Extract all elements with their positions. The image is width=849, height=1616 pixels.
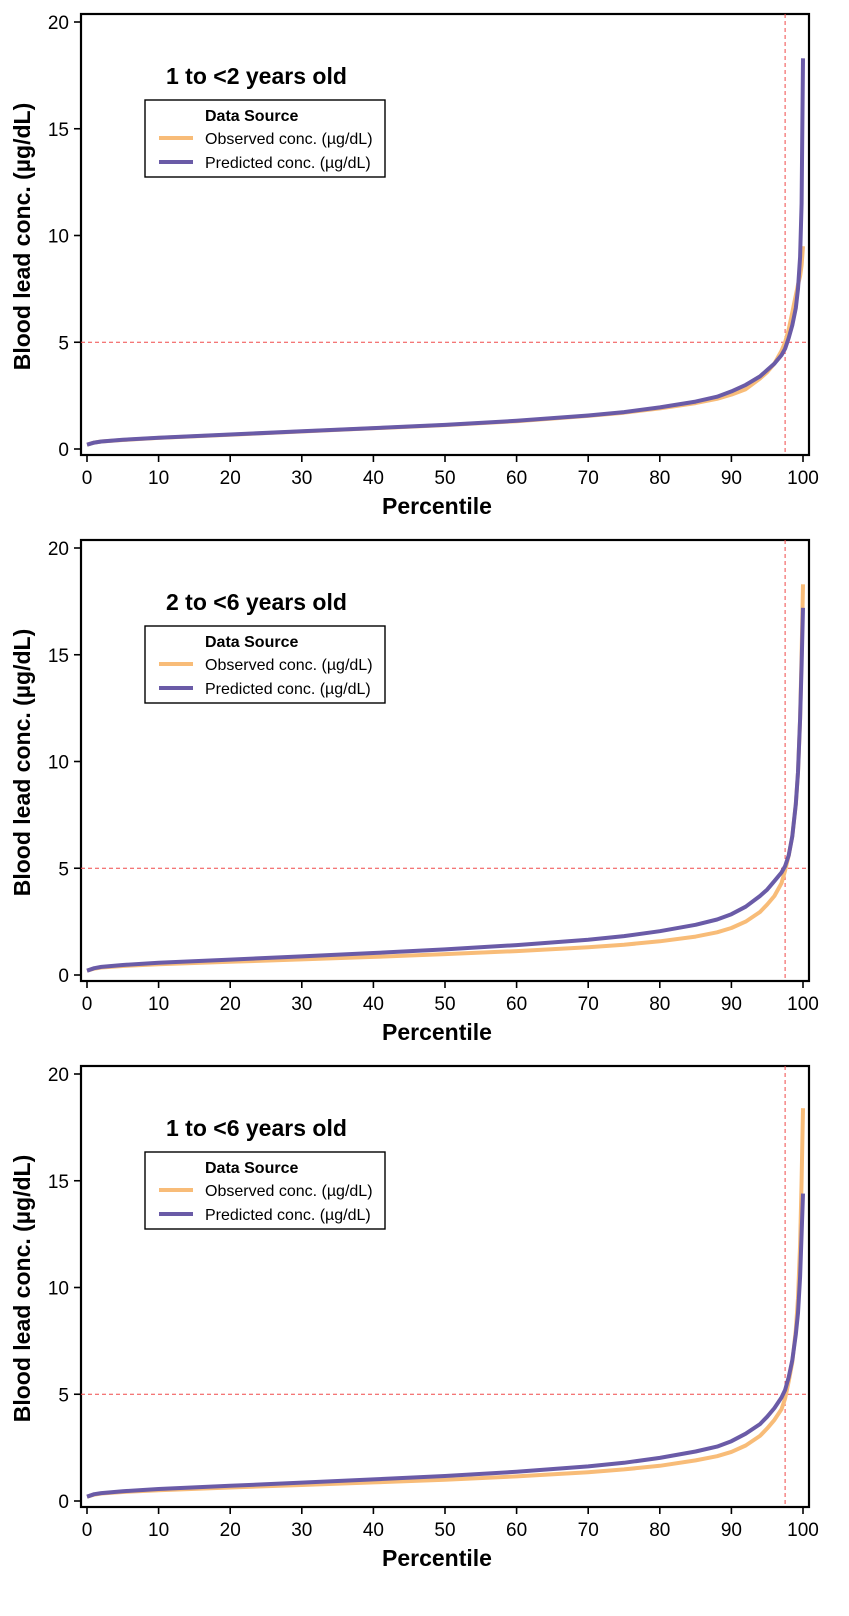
y-tick-label: 15 — [48, 120, 69, 141]
x-tick-label: 90 — [721, 1520, 742, 1541]
y-tick-label: 0 — [58, 440, 69, 461]
x-axis-label: Percentile — [382, 1545, 492, 1571]
y-tick-label: 10 — [48, 1279, 69, 1300]
x-tick-label: 60 — [506, 468, 527, 489]
chart-title: 2 to <6 years old — [166, 589, 347, 615]
legend-entry-label: Observed conc. (µg/dL) — [205, 657, 373, 674]
x-tick-label: 70 — [578, 994, 599, 1015]
observed-series-line — [86, 246, 805, 447]
legend-entry-label: Predicted conc. (µg/dL) — [205, 1207, 371, 1224]
chart-title: 1 to <6 years old — [166, 1115, 347, 1141]
y-tick-label: 0 — [58, 1492, 69, 1513]
x-tick-label: 20 — [220, 468, 241, 489]
x-tick-label: 90 — [721, 994, 742, 1015]
x-tick-label: 0 — [82, 1520, 93, 1541]
y-axis-label: Blood lead conc. (µg/dL) — [9, 629, 35, 897]
x-tick-label: 50 — [434, 1520, 455, 1541]
legend-title: Data Source — [205, 108, 298, 125]
y-tick-label: 20 — [48, 1065, 69, 1086]
x-tick-label: 80 — [649, 994, 670, 1015]
x-tick-label: 100 — [787, 468, 819, 489]
y-tick-label: 20 — [48, 539, 69, 560]
chart-title: 1 to <2 years old — [166, 63, 347, 89]
predicted-series-line — [86, 607, 805, 973]
x-tick-label: 40 — [363, 1520, 384, 1541]
y-axis-label: Blood lead conc. (µg/dL) — [9, 103, 35, 371]
x-tick-label: 10 — [148, 468, 169, 489]
x-tick-label: 60 — [506, 1520, 527, 1541]
x-axis-label: Percentile — [382, 1019, 492, 1045]
x-tick-label: 10 — [148, 994, 169, 1015]
y-axis-label: Blood lead conc. (µg/dL) — [9, 1155, 35, 1423]
x-tick-label: 70 — [578, 468, 599, 489]
predicted-series-line — [86, 58, 805, 447]
predicted-series-line — [86, 1193, 805, 1499]
x-tick-label: 30 — [291, 1520, 312, 1541]
chart-panel-1: 0 5 10 15 20 0 10 20 30 40 50 60 70 80 90 100 Percentile… — [9, 12, 819, 519]
y-tick-label: 5 — [58, 859, 69, 880]
x-tick-label: 90 — [721, 468, 742, 489]
x-tick-label: 40 — [363, 468, 384, 489]
legend: Data Source Observed conc. (µg/dL) Predict… — [144, 1151, 386, 1230]
y-tick-label: 15 — [48, 1172, 69, 1193]
x-tick-label: 80 — [649, 1520, 670, 1541]
y-tick-label: 20 — [48, 13, 69, 34]
legend-title: Data Source — [205, 634, 298, 651]
x-tick-label: 10 — [148, 1520, 169, 1541]
x-tick-label: 0 — [82, 994, 93, 1015]
y-tick-label: 15 — [48, 646, 69, 667]
legend-entry-label: Predicted conc. (µg/dL) — [205, 155, 371, 172]
x-tick-label: 20 — [220, 1520, 241, 1541]
x-axis-label: Percentile — [382, 493, 492, 519]
x-tick-label: 70 — [578, 1520, 599, 1541]
x-tick-label: 20 — [220, 994, 241, 1015]
y-tick-label: 5 — [58, 333, 69, 354]
x-tick-label: 50 — [434, 468, 455, 489]
x-tick-label: 100 — [787, 994, 819, 1015]
legend-entry-label: Observed conc. (µg/dL) — [205, 131, 373, 148]
x-tick-label: 40 — [363, 994, 384, 1015]
legend-entry-label: Observed conc. (µg/dL) — [205, 1183, 373, 1200]
x-tick-label: 30 — [291, 468, 312, 489]
x-tick-label: 60 — [506, 994, 527, 1015]
chart-panel-3: 0 5 10 15 20 0 10 20 30 40 50 60 70 80 90 100 Percentile… — [9, 1064, 819, 1571]
legend: Data Source Observed conc. (µg/dL) Predict… — [144, 99, 386, 178]
legend-title: Data Source — [205, 1160, 298, 1177]
x-tick-label: 50 — [434, 994, 455, 1015]
x-tick-label: 30 — [291, 994, 312, 1015]
y-tick-label: 10 — [48, 227, 69, 248]
x-tick-label: 0 — [82, 468, 93, 489]
chart-panel-2: 0 5 10 15 20 0 10 20 30 40 50 60 70 80 90 100 Percentile… — [9, 538, 819, 1045]
x-tick-label: 80 — [649, 468, 670, 489]
y-tick-label: 5 — [58, 1385, 69, 1406]
x-tick-label: 100 — [787, 1520, 819, 1541]
legend-entry-label: Predicted conc. (µg/dL) — [205, 681, 371, 698]
y-tick-label: 10 — [48, 753, 69, 774]
y-tick-label: 0 — [58, 966, 69, 987]
legend: Data Source Observed conc. (µg/dL) Predict… — [144, 625, 386, 704]
